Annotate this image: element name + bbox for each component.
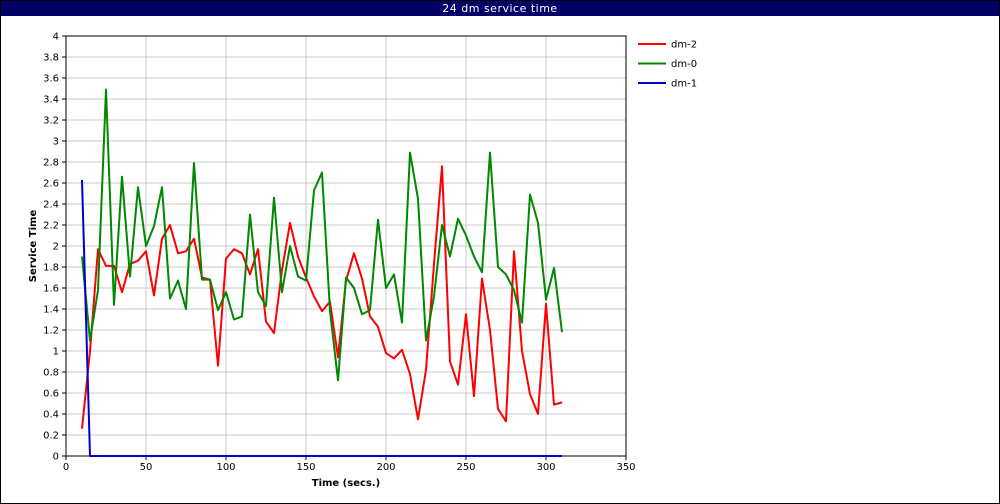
y-tick-label: 0.4 xyxy=(43,410,59,421)
y-tick-label: 0.6 xyxy=(43,389,59,400)
legend: dm-2 dm-0 dm-1 xyxy=(638,40,697,90)
y-tick-label: 3.4 xyxy=(43,95,59,106)
y-tick-label: 2.4 xyxy=(43,200,59,211)
x-tick-label: 100 xyxy=(216,462,235,473)
series-lines xyxy=(81,88,563,457)
x-tick-label: 0 xyxy=(63,462,69,473)
x-tick-label: 200 xyxy=(376,462,395,473)
axes: 0 50 100 150 200 250 300 350 0 0.2 0.4 0.6 0.8 1 1.2 1.… xyxy=(43,32,635,474)
x-axis-title: Time (secs.) xyxy=(312,478,381,489)
x-tick-label: 250 xyxy=(456,462,475,473)
series-line-dm-2 xyxy=(81,165,563,429)
y-tick-label: 1.6 xyxy=(43,284,59,295)
y-tick-label: 0 xyxy=(53,452,59,463)
y-tick-label: 1 xyxy=(53,347,59,358)
grid xyxy=(65,35,627,457)
x-tick-label: 50 xyxy=(140,462,153,473)
chart-title: 24 dm service time xyxy=(1,1,999,16)
y-tick-label: 3.6 xyxy=(43,74,59,85)
series-line-dm-1 xyxy=(81,179,562,457)
y-axis-title: Service Time xyxy=(28,210,39,283)
y-tick-label: 2.8 xyxy=(43,158,59,169)
legend-label-dm-2: dm-2 xyxy=(671,40,697,51)
y-tick-label: 2.2 xyxy=(43,221,59,232)
y-tick-label: 3 xyxy=(53,137,59,148)
y-tick-label: 1.8 xyxy=(43,263,59,274)
legend-label-dm-0: dm-0 xyxy=(671,59,697,70)
y-tick-label: 1.4 xyxy=(43,305,59,316)
y-tick-label: 3.8 xyxy=(43,53,59,64)
y-tick-label: 1.2 xyxy=(43,326,59,337)
legend-label-dm-1: dm-1 xyxy=(671,79,697,90)
y-tick-label: 0.8 xyxy=(43,368,59,379)
x-tick-label: 300 xyxy=(536,462,555,473)
y-tick-label: 4 xyxy=(53,32,59,43)
y-tick-label: 3.2 xyxy=(43,116,59,127)
series-line-dm-0 xyxy=(81,88,563,382)
x-tick-label: 150 xyxy=(296,462,315,473)
x-tick-label: 350 xyxy=(616,462,635,473)
y-tick-label: 0.2 xyxy=(43,431,59,442)
y-tick-label: 2.6 xyxy=(43,179,59,190)
y-tick-label: 2 xyxy=(53,242,59,253)
